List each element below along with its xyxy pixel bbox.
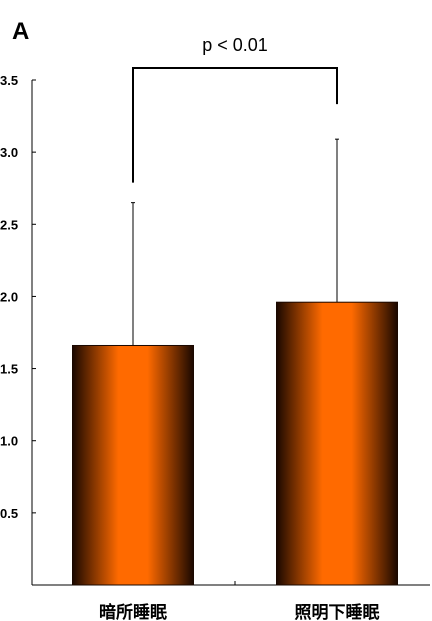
- significance-bracket: [132, 67, 338, 183]
- category-label: 照明下睡眠: [295, 602, 380, 621]
- bar-1: [72, 344, 194, 586]
- significance-label: p < 0.01: [202, 35, 268, 55]
- y-tick-label: 3.0: [0, 145, 18, 160]
- y-tick-label: 2.5: [0, 217, 18, 232]
- y-tick-label: 3.5: [0, 73, 18, 88]
- y-tick-label: 2.0: [0, 289, 18, 304]
- y-tick-label: 1.0: [0, 434, 18, 449]
- y-tick-label: 1.5: [0, 362, 18, 377]
- y-tick-label: 0.5: [0, 506, 18, 521]
- bar-2: [276, 301, 398, 586]
- plot-area: 0.5 1.0 1.5 2.0 2.5 3.0 3.5 暗所睡眠 照明下睡眠 p < 0.01: [0, 35, 430, 621]
- category-label: 暗所睡眠: [99, 602, 167, 621]
- panel-label: A: [12, 18, 29, 45]
